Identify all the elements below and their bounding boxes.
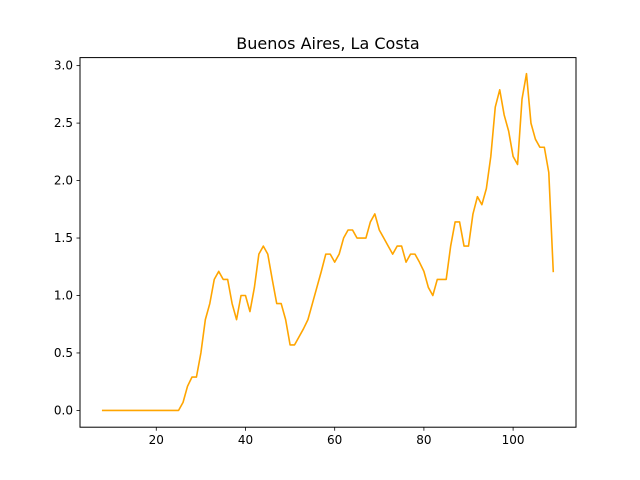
series-line bbox=[101, 72, 555, 412]
series-group bbox=[101, 72, 555, 412]
y-tick-label: 2.5 bbox=[54, 116, 73, 130]
y-tick-label: 0.0 bbox=[54, 403, 73, 417]
x-tick-label: 80 bbox=[416, 433, 431, 447]
x-axis: 20 40 60 80 100 bbox=[149, 427, 525, 447]
x-tick-label: 40 bbox=[238, 433, 253, 447]
y-axis: 0.0 0.5 1.0 1.5 2.0 2.5 3.0 bbox=[54, 59, 80, 417]
y-tick-label: 1.0 bbox=[54, 288, 73, 302]
x-tick-label: 100 bbox=[502, 433, 525, 447]
x-tick-label: 60 bbox=[327, 433, 342, 447]
chart-title: Buenos Aires, La Costa bbox=[236, 34, 419, 53]
y-tick-label: 3.0 bbox=[54, 59, 73, 73]
y-tick-label: 2.0 bbox=[54, 174, 73, 188]
x-tick-label: 20 bbox=[149, 433, 164, 447]
axes-frame bbox=[79, 57, 577, 428]
y-tick-label: 0.5 bbox=[54, 346, 73, 360]
y-tick-label: 1.5 bbox=[54, 231, 73, 245]
